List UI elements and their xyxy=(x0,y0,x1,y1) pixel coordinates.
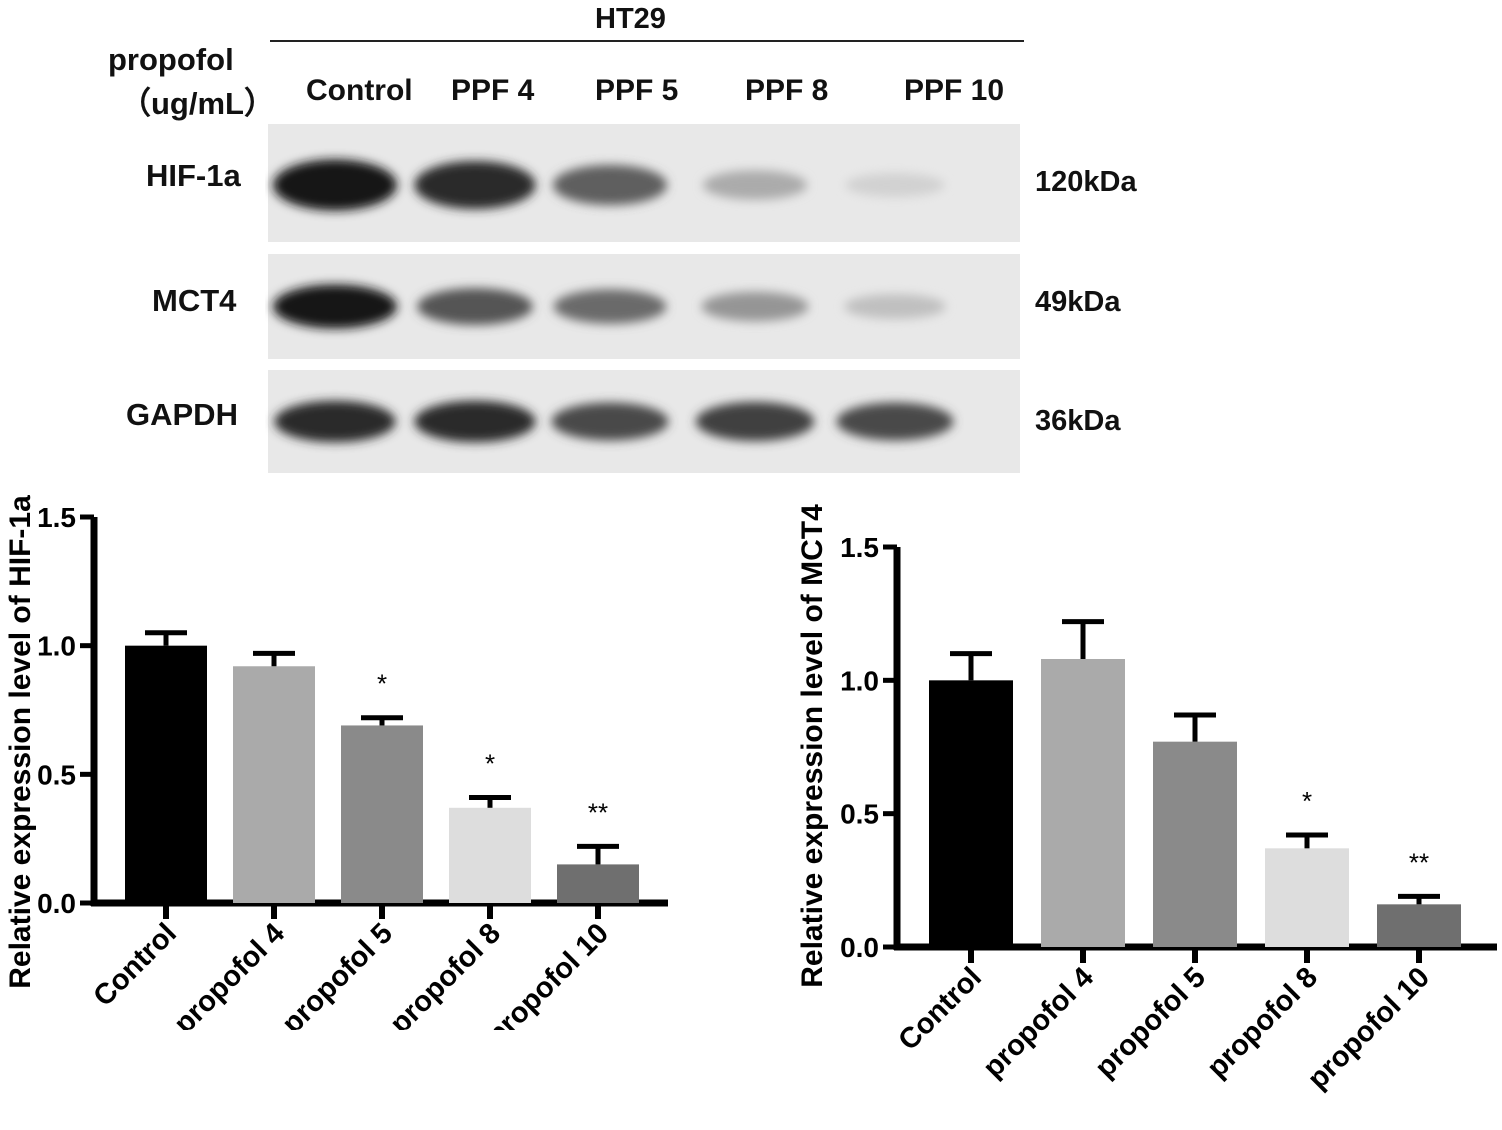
treatment-label: propofol （ug/mL） xyxy=(108,38,275,126)
band-gapdh-0 xyxy=(274,400,396,443)
band-gapdh-2 xyxy=(551,402,669,441)
bar-1 xyxy=(1041,659,1125,947)
mct4-chart-content: Relative expression level of MCT4 0.0 0.5 1… xyxy=(796,504,1497,1096)
significance-label-4: ** xyxy=(588,797,608,827)
blot-image xyxy=(268,124,1020,473)
significance-label-3: * xyxy=(1302,786,1312,816)
y-axis-label: Relative expression level of MCT4 xyxy=(796,504,829,988)
bar-2 xyxy=(341,725,423,903)
band-hif-1a-1 xyxy=(414,160,536,210)
treatment-label-line2: （ug/mL） xyxy=(120,86,275,121)
band-mct4-4 xyxy=(844,294,946,319)
category-label-1: propofol 4 xyxy=(977,961,1100,1084)
lane-label-ppf10: PPF 10 xyxy=(904,74,1005,107)
protein-label-hif1a: HIF-1a xyxy=(146,158,241,193)
treatment-label-line1: propofol xyxy=(108,42,234,77)
category-label-2: propofol 5 xyxy=(1089,961,1212,1084)
hif1a-bar-chart: Relative expression level of HIF-1a 0.0 0.… xyxy=(4,495,668,1030)
bar-4 xyxy=(1377,904,1461,947)
cell-line-rule xyxy=(270,40,1024,42)
significance-label-3: * xyxy=(485,748,495,778)
category-label-0: Control xyxy=(892,961,988,1057)
bar-3 xyxy=(1265,848,1349,947)
y-tick-label: 0.0 xyxy=(37,888,76,919)
y-tick-label: 0.5 xyxy=(37,759,76,790)
y-tick-label: 1.5 xyxy=(840,532,879,563)
band-mct4-1 xyxy=(417,288,533,325)
band-mct4-3 xyxy=(701,291,809,322)
lane-label-ppf5: PPF 5 xyxy=(595,74,679,107)
y-tick-label: 1.5 xyxy=(37,502,76,533)
category-label-4: propofol 10 xyxy=(1302,961,1436,1095)
y-tick-label: 0.5 xyxy=(840,799,879,830)
y-tick-label: 0.0 xyxy=(840,932,879,963)
lane-label-ppf8: PPF 8 xyxy=(745,74,829,107)
category-label-3: propofol 8 xyxy=(384,917,507,1030)
y-axis-label: Relative expression level of HIF-1a xyxy=(4,495,37,989)
size-label-mct4: 49kDa xyxy=(1035,286,1121,318)
lane-label-control: Control xyxy=(306,74,413,107)
band-gapdh-1 xyxy=(414,400,536,443)
size-label-gapdh: 36kDa xyxy=(1035,405,1121,437)
size-label-hif1a: 120kDa xyxy=(1035,166,1137,198)
bar-0 xyxy=(929,680,1013,947)
bar-3 xyxy=(449,807,531,903)
bar-1 xyxy=(233,666,315,903)
bar-4 xyxy=(557,864,639,903)
mct4-bar-chart: Relative expression level of MCT4 0.0 0.5 1… xyxy=(796,504,1497,1096)
bar-0 xyxy=(125,645,207,903)
protein-label-mct4: MCT4 xyxy=(152,283,237,318)
band-hif-1a-3 xyxy=(702,170,808,200)
cell-line-label: HT29 xyxy=(595,3,666,35)
category-label-3: propofol 8 xyxy=(1201,961,1324,1084)
significance-label-2: * xyxy=(377,669,387,699)
band-hif-1a-2 xyxy=(552,164,668,206)
band-gapdh-4 xyxy=(836,402,954,441)
y-tick-label: 1.0 xyxy=(840,665,879,696)
band-gapdh-3 xyxy=(695,401,815,442)
bar-2 xyxy=(1153,741,1237,947)
band-mct4-2 xyxy=(553,289,667,324)
category-label-0: Control xyxy=(87,917,183,1013)
band-mct4-0 xyxy=(273,284,397,329)
category-label-2: propofol 5 xyxy=(276,917,399,1030)
significance-label-4: ** xyxy=(1409,847,1429,877)
band-hif-1a-4 xyxy=(845,173,945,197)
category-label-1: propofol 4 xyxy=(168,917,291,1030)
protein-label-gapdh: GAPDH xyxy=(126,397,238,432)
lane-label-ppf4: PPF 4 xyxy=(451,74,535,107)
y-tick-label: 1.0 xyxy=(37,631,76,662)
band-hif-1a-0 xyxy=(273,159,397,211)
